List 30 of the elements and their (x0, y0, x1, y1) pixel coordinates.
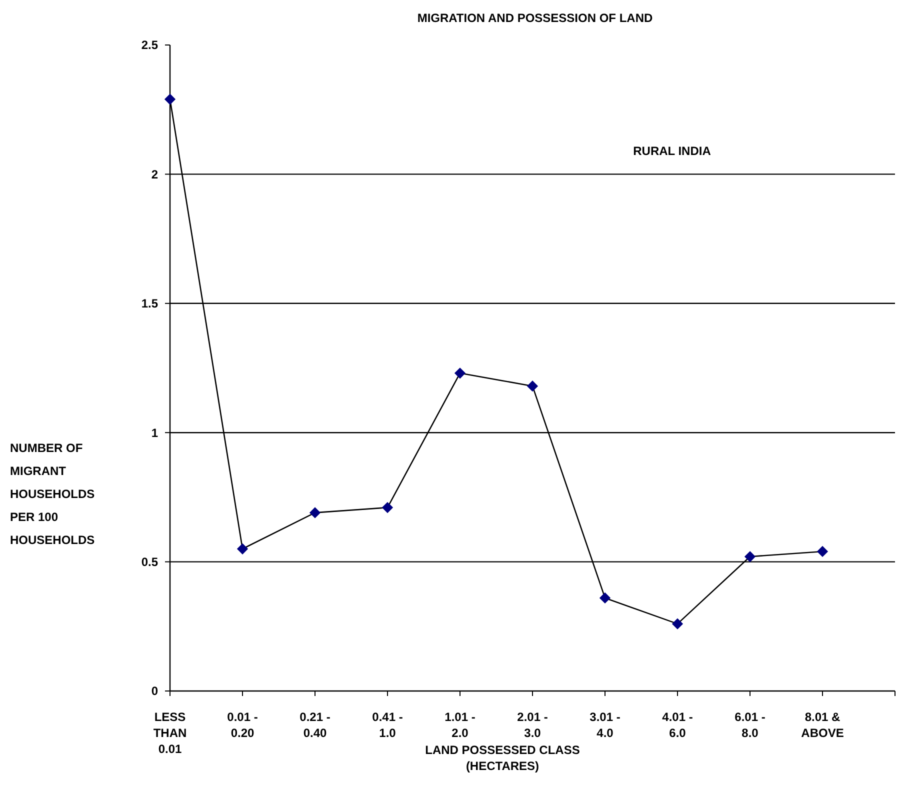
x-tick-label: 8.01 & ABOVE (801, 710, 844, 740)
x-tick-label: LESS THAN 0.01 (153, 710, 187, 756)
x-tick-label: 2.01 - 3.0 (517, 710, 548, 740)
x-tick-label: 6.01 - 8.0 (734, 710, 766, 740)
point (310, 507, 320, 518)
x-tick-label: 3.01 - 4.0 (590, 710, 620, 740)
chart-title: MIGRATION AND POSSESSION OF LAND (417, 11, 654, 25)
y-tick-label: 2 (151, 167, 158, 182)
y-tick-label: 0 (151, 684, 158, 698)
point (600, 592, 610, 604)
y-tick-label: 0.5 (141, 555, 158, 569)
point (527, 380, 538, 392)
point (672, 618, 683, 630)
x-tick-label: 0.41 - 1.0 (372, 710, 403, 740)
x-tick-label: 4.01 - 6.0 (662, 710, 693, 740)
point (382, 502, 393, 513)
x-tick-label: 0.01 - 0.20 (227, 710, 258, 740)
annotation: RURAL INDIA (633, 144, 712, 158)
point (454, 368, 466, 379)
point (817, 546, 828, 557)
y-tick-label: 2.5 (141, 38, 158, 52)
point (164, 94, 176, 105)
y-tick-label: 1.5 (141, 296, 158, 311)
x-axis-title: LAND POSSESSED CLASS (HECTARES) (425, 743, 580, 773)
y-tick-label: 1 (151, 426, 158, 440)
x-tick-label: 0.21 - 0.40 (300, 710, 330, 740)
point (744, 551, 756, 562)
x-tick-label: 1.01 - 2.0 (444, 710, 476, 740)
point (237, 544, 248, 554)
y-axis-title: NUMBER OF MIGRANT HOUSEHOLDS PER 100 HOUSEHOLDS (10, 441, 95, 547)
